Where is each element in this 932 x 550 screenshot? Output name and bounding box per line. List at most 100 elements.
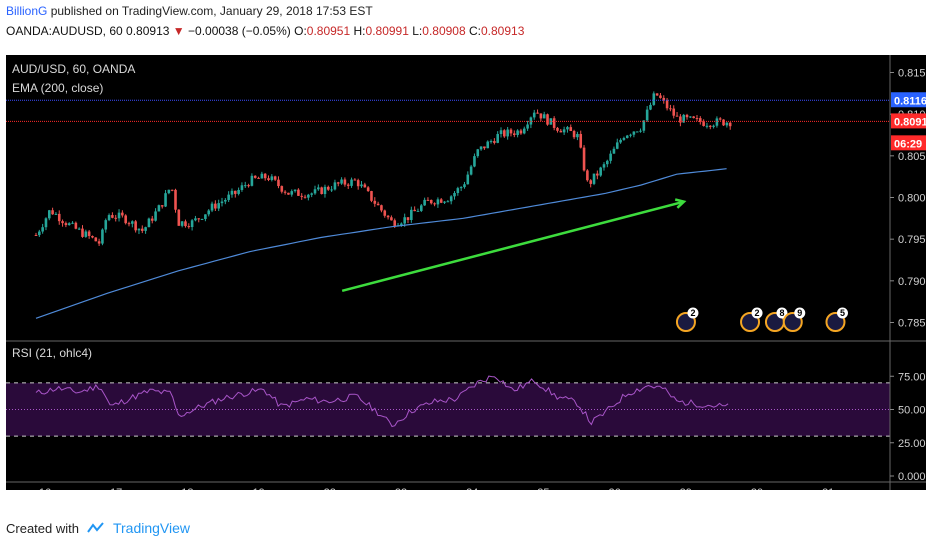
time-tick-label: 18 bbox=[181, 487, 193, 490]
candle-body bbox=[167, 189, 171, 194]
candle-body bbox=[287, 192, 290, 195]
event-count-label: 2 bbox=[755, 308, 760, 318]
time-tick-label: 19 bbox=[252, 487, 264, 490]
candle-body bbox=[622, 137, 626, 140]
candle-body bbox=[443, 201, 446, 203]
close-label: C: bbox=[469, 24, 481, 38]
candle-body bbox=[71, 222, 74, 224]
candle-body bbox=[572, 131, 576, 138]
event-count-badge bbox=[794, 307, 806, 319]
low-label: L: bbox=[412, 24, 423, 38]
candle-body bbox=[519, 130, 523, 134]
candle-body bbox=[290, 191, 294, 195]
candle-body bbox=[140, 228, 144, 231]
time-tick-label: 17 bbox=[110, 487, 122, 490]
candle-body bbox=[303, 196, 307, 198]
candle-body bbox=[114, 217, 118, 219]
candle-body bbox=[466, 174, 470, 185]
candle-body bbox=[589, 180, 592, 184]
candle-body bbox=[207, 210, 211, 215]
candle-body bbox=[137, 228, 141, 231]
candle-body bbox=[509, 129, 513, 134]
published-text: published on TradingView.com, January 29… bbox=[47, 4, 373, 18]
candle-body bbox=[350, 179, 353, 186]
candle-body bbox=[180, 221, 184, 226]
open-label: O: bbox=[294, 24, 307, 38]
candle-body bbox=[313, 189, 317, 194]
rsi-tick-label: 0.0000 bbox=[898, 471, 926, 483]
candle-body bbox=[426, 199, 430, 201]
author-link[interactable]: BillionG bbox=[6, 4, 48, 18]
event-count-badge bbox=[751, 307, 763, 319]
candle-body bbox=[665, 100, 669, 109]
candle-body bbox=[596, 173, 599, 176]
candle-body bbox=[150, 218, 154, 221]
candle-body bbox=[546, 114, 549, 125]
event-count-label: 2 bbox=[690, 308, 695, 318]
candle-body bbox=[552, 118, 556, 128]
candle-body bbox=[67, 223, 71, 226]
candle-body bbox=[390, 217, 393, 221]
candle-body bbox=[38, 231, 41, 236]
candle-body bbox=[400, 223, 403, 226]
candle-body bbox=[77, 228, 81, 230]
candle-body bbox=[542, 114, 546, 119]
candle-body bbox=[715, 118, 719, 126]
candle-body bbox=[429, 199, 433, 204]
candle-body bbox=[386, 215, 390, 218]
candle-body bbox=[237, 189, 240, 194]
candle-body bbox=[333, 182, 337, 190]
candle-body bbox=[413, 209, 416, 212]
candle-body bbox=[615, 142, 619, 149]
candle-body bbox=[280, 186, 284, 192]
candle-body bbox=[97, 241, 101, 244]
candle-body bbox=[423, 199, 426, 206]
candle-body bbox=[493, 141, 496, 143]
candle-body bbox=[722, 119, 725, 126]
candle-body bbox=[217, 203, 220, 209]
candle-body bbox=[436, 199, 440, 205]
price-axis-badge bbox=[891, 135, 927, 151]
trend-arrow-head bbox=[674, 198, 687, 209]
change-arrow-icon: ▼ bbox=[172, 24, 185, 38]
candle-body bbox=[240, 185, 244, 190]
candle-body bbox=[699, 118, 702, 123]
price-axis-badge-label: 0.80913 bbox=[894, 116, 926, 128]
price-tick-label: 0.79000 bbox=[898, 276, 926, 288]
candle-body bbox=[336, 182, 340, 184]
candle-body bbox=[406, 217, 410, 221]
time-tick-label: 16 bbox=[39, 487, 51, 490]
tradingview-brand[interactable]: TradingView bbox=[112, 520, 191, 536]
candle-body bbox=[160, 205, 164, 207]
candle-body bbox=[177, 209, 181, 226]
candle-body bbox=[479, 146, 483, 150]
candle-body bbox=[410, 209, 413, 221]
candle-body bbox=[625, 135, 629, 138]
candle-body bbox=[453, 192, 456, 197]
candle-body bbox=[473, 156, 476, 167]
rsi-tick-label: 25.0000 bbox=[898, 438, 926, 450]
candle-body bbox=[586, 170, 589, 181]
candle-body bbox=[576, 133, 579, 138]
candle-body bbox=[602, 164, 606, 168]
candle-body bbox=[343, 179, 347, 185]
candle-body bbox=[157, 205, 161, 212]
price-change: −0.00038 (−0.05%) bbox=[188, 24, 291, 38]
candle-body bbox=[204, 214, 207, 219]
ema-label: EMA (200, close) bbox=[12, 81, 103, 95]
candle-body bbox=[121, 212, 124, 216]
candle-body bbox=[57, 213, 61, 222]
candle-body bbox=[194, 218, 197, 221]
candle-body bbox=[612, 148, 616, 154]
candle-body bbox=[383, 210, 387, 216]
candle-body bbox=[642, 120, 646, 131]
price-tick-label: 0.78500 bbox=[898, 318, 926, 330]
candle-body bbox=[516, 130, 519, 136]
candle-body bbox=[679, 116, 682, 123]
candle-body bbox=[91, 235, 94, 238]
candle-body bbox=[267, 178, 270, 180]
candle-body bbox=[522, 128, 526, 134]
candle-body bbox=[675, 115, 679, 117]
